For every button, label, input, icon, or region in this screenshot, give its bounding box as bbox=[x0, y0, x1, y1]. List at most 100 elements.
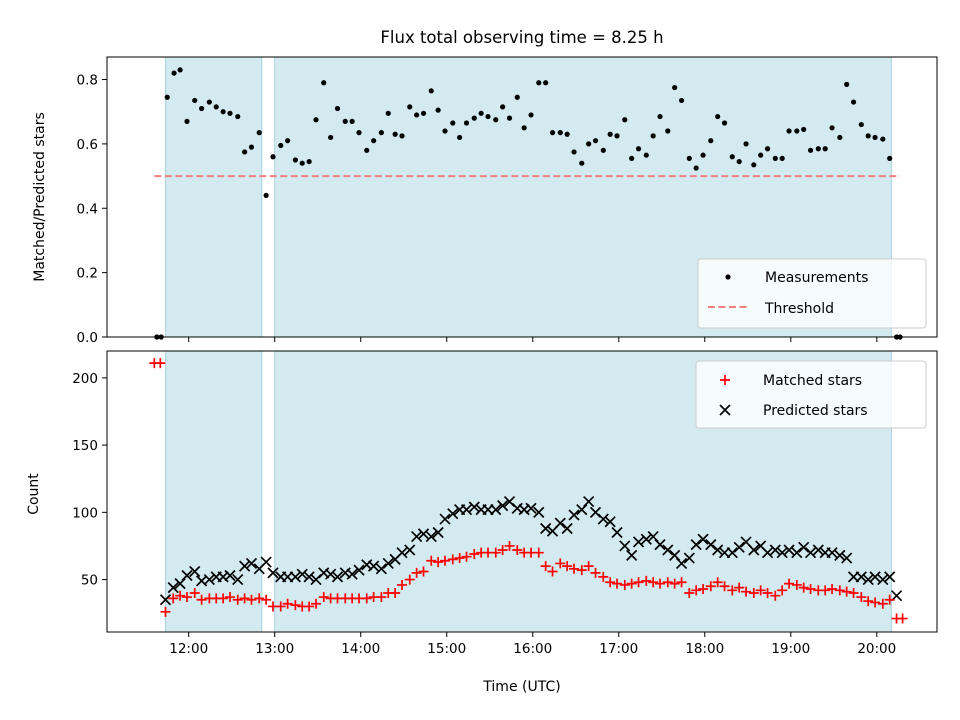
predicted-star-marker bbox=[353, 564, 365, 576]
measurement-point bbox=[285, 138, 291, 144]
bottom-y-axis-label: Count bbox=[26, 473, 42, 515]
measurement-point bbox=[349, 118, 355, 124]
predicted-star-marker bbox=[884, 571, 896, 583]
x-tick-label: 14:00 bbox=[341, 641, 380, 657]
predicted-star-marker bbox=[798, 541, 810, 553]
predicted-star-marker bbox=[761, 547, 774, 559]
predicted-star-marker bbox=[382, 557, 394, 570]
x-tick-label: 13:00 bbox=[255, 641, 294, 657]
y-tick-label: 0.2 bbox=[77, 266, 98, 282]
matched-star-marker bbox=[626, 578, 637, 589]
measurement-point bbox=[227, 110, 233, 116]
bottom-legend: Matched stars Predicted stars bbox=[695, 360, 927, 429]
measurement-point bbox=[858, 121, 864, 128]
matched-star-marker bbox=[762, 588, 773, 599]
matched-star-marker bbox=[820, 585, 831, 596]
predicted-star-marker bbox=[289, 571, 301, 583]
predicted-star-marker bbox=[239, 560, 251, 572]
measurement-point bbox=[586, 141, 592, 147]
matched-star-marker bbox=[583, 561, 594, 572]
measurement-point bbox=[164, 94, 170, 100]
measurement-point bbox=[371, 138, 377, 144]
matched-star-marker bbox=[254, 593, 265, 604]
predicted-star-marker bbox=[189, 565, 201, 578]
measurement-point bbox=[872, 134, 878, 141]
predicted-star-marker bbox=[812, 544, 824, 556]
measurement-point bbox=[263, 192, 269, 198]
bottom-axes-frame bbox=[106, 350, 938, 633]
matched-star-marker bbox=[734, 582, 745, 593]
measurement-point bbox=[450, 120, 456, 126]
predicted-star-marker bbox=[303, 571, 315, 583]
matched-star-marker bbox=[648, 577, 659, 588]
matched-star-marker bbox=[662, 577, 673, 588]
predicted-star-marker bbox=[683, 552, 695, 564]
predicted-star-marker bbox=[411, 530, 423, 543]
predicted-star-marker bbox=[869, 571, 881, 583]
predicted-star-marker bbox=[181, 569, 193, 582]
predicted-star-marker bbox=[368, 560, 380, 572]
predicted-star-marker bbox=[769, 544, 781, 556]
matched-star-marker bbox=[641, 575, 652, 586]
measurement-point bbox=[278, 142, 284, 149]
predicted-star-marker bbox=[776, 547, 788, 559]
measurement-point bbox=[543, 80, 549, 86]
matched-star-marker bbox=[390, 588, 401, 599]
measurement-point bbox=[721, 120, 728, 126]
measurement-point bbox=[686, 155, 692, 161]
measurement-point bbox=[292, 157, 298, 163]
measurement-point bbox=[478, 110, 484, 116]
measurement-point bbox=[471, 115, 477, 121]
predicted-star-marker bbox=[447, 508, 459, 520]
predicted-star-marker bbox=[662, 544, 674, 556]
predicted-star-marker bbox=[834, 549, 846, 561]
matched-star-marker bbox=[454, 553, 465, 564]
matched-star-marker bbox=[318, 592, 329, 603]
predicted-star-marker bbox=[232, 573, 244, 586]
predicted-star-marker bbox=[525, 502, 537, 514]
measurement-point bbox=[242, 149, 248, 155]
measurement-point bbox=[378, 130, 384, 136]
matched-star-marker bbox=[540, 561, 551, 572]
predicted-star-marker bbox=[783, 544, 795, 556]
measurement-point bbox=[385, 110, 391, 116]
measurement-point bbox=[887, 155, 893, 161]
measurement-point bbox=[557, 130, 563, 136]
predicted-star-marker bbox=[733, 541, 745, 553]
matched-star-marker bbox=[755, 585, 766, 596]
predicted-star-marker bbox=[791, 547, 803, 559]
measurement-point bbox=[600, 147, 606, 153]
matched-star-marker bbox=[261, 594, 272, 605]
matched-star-marker bbox=[590, 567, 601, 578]
measurement-point bbox=[521, 125, 527, 131]
predicted-star-marker bbox=[826, 547, 838, 559]
matched-star-marker bbox=[798, 582, 809, 593]
matched-star-marker bbox=[863, 596, 874, 607]
measurement-point bbox=[177, 67, 183, 73]
measurement-point bbox=[463, 120, 470, 126]
measurement-point bbox=[414, 112, 420, 118]
measurement-point bbox=[607, 131, 613, 137]
predicted-star-marker bbox=[712, 544, 724, 556]
matched-star-marker bbox=[698, 583, 709, 594]
x-tick-label: 20:00 bbox=[857, 641, 896, 657]
predicted-star-marker bbox=[468, 501, 480, 513]
predicted-star-marker bbox=[490, 504, 502, 516]
measurement-point bbox=[779, 155, 785, 161]
measurement-point bbox=[678, 97, 685, 104]
matched-star-marker bbox=[897, 613, 908, 624]
top-legend: Measurements Threshold bbox=[697, 258, 927, 329]
y-tick-label: 100 bbox=[72, 505, 98, 521]
measurement-point bbox=[420, 110, 427, 116]
measurement-point bbox=[815, 146, 821, 152]
matched-star-marker bbox=[282, 598, 293, 609]
matched-star-marker bbox=[576, 565, 587, 576]
measurement-point bbox=[206, 99, 212, 105]
predicted-star-marker bbox=[460, 504, 473, 516]
matched-star-marker bbox=[748, 588, 759, 599]
measurement-point bbox=[564, 131, 570, 137]
matched-star-marker bbox=[418, 566, 429, 577]
matched-star-marker bbox=[160, 606, 171, 617]
measurement-point bbox=[700, 152, 706, 158]
measurement-point bbox=[592, 138, 599, 144]
